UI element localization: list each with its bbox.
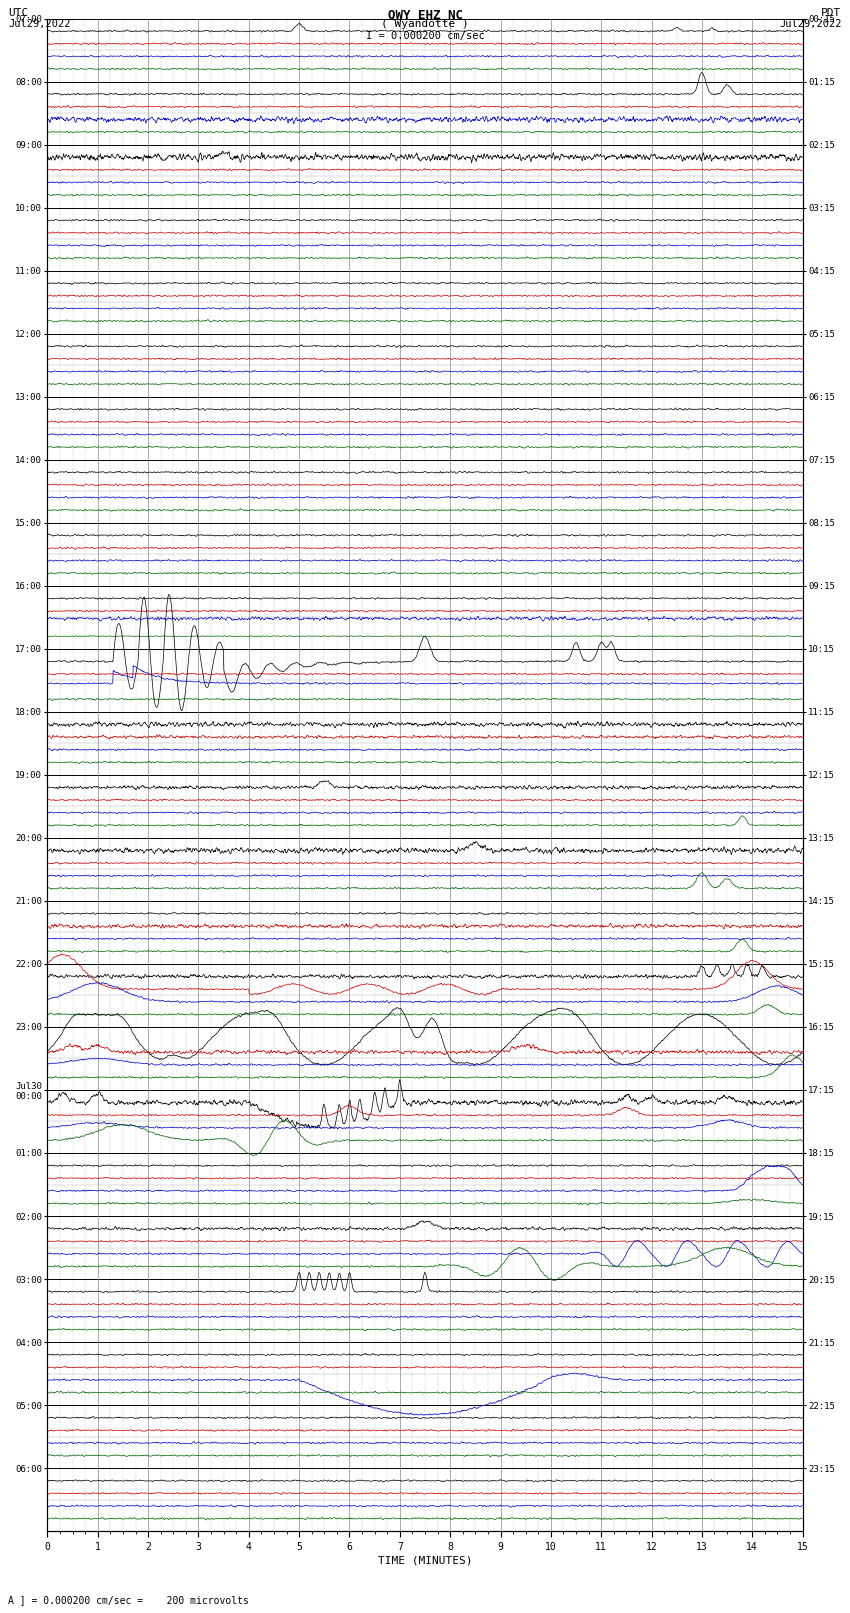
Text: Jul29,2022: Jul29,2022	[8, 19, 71, 29]
Text: Jul29,2022: Jul29,2022	[779, 19, 842, 29]
Text: QWY EHZ NC: QWY EHZ NC	[388, 8, 462, 21]
Text: I = 0.000200 cm/sec: I = 0.000200 cm/sec	[366, 31, 484, 40]
Text: PDT: PDT	[821, 8, 842, 18]
Text: UTC: UTC	[8, 8, 29, 18]
X-axis label: TIME (MINUTES): TIME (MINUTES)	[377, 1557, 473, 1566]
Text: ( Wyandotte ): ( Wyandotte )	[381, 19, 469, 29]
Text: A ] = 0.000200 cm/sec =    200 microvolts: A ] = 0.000200 cm/sec = 200 microvolts	[8, 1595, 249, 1605]
